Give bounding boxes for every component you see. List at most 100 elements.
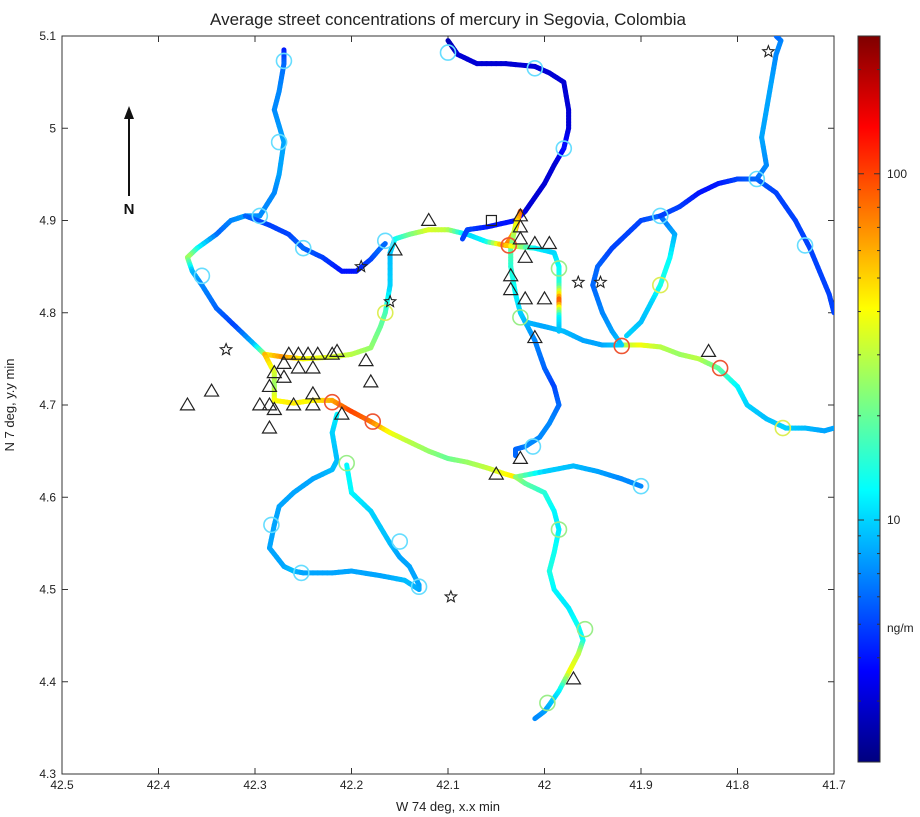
x-tick-label: 41.9 <box>629 778 653 792</box>
star-marker <box>443 589 459 603</box>
y-tick-label: 4.4 <box>39 675 56 689</box>
track-segment <box>459 234 466 242</box>
triangle-marker <box>300 346 317 360</box>
triangle-marker <box>565 670 582 685</box>
street-tracks <box>184 36 834 722</box>
star-marker <box>571 274 586 289</box>
x-tick-label: 42.4 <box>147 778 171 792</box>
triangle-marker <box>502 267 519 282</box>
triangle-markers <box>179 207 717 685</box>
track-segment <box>830 307 834 316</box>
y-tick-label: 4.3 <box>39 767 56 781</box>
triangle-marker <box>517 249 534 263</box>
colorbar-tick-label: 10 <box>887 513 901 527</box>
track-15 <box>657 36 784 219</box>
triangle-marker <box>488 466 505 480</box>
star-marker <box>218 342 234 356</box>
triangle-marker <box>179 396 196 411</box>
circle-marker <box>555 140 573 157</box>
triangle-marker <box>251 396 268 411</box>
colorbar-tick-label: 100 <box>887 167 907 181</box>
y-tick-label: 5 <box>49 121 56 135</box>
triangle-marker <box>266 364 283 379</box>
circle-markers <box>193 44 814 712</box>
north-arrow-label: N <box>124 201 135 218</box>
triangle-marker <box>526 329 543 344</box>
circle-marker <box>512 309 529 326</box>
circle-marker <box>774 419 792 437</box>
colorbar <box>857 35 881 763</box>
triangle-marker <box>502 281 519 296</box>
star-marker <box>593 274 608 289</box>
triangle-marker <box>386 241 403 256</box>
x-axis-label: W 74 deg, x.x min <box>396 799 500 814</box>
x-tick-label: 42.3 <box>243 778 267 792</box>
track-segment <box>773 36 780 40</box>
triangle-marker <box>328 343 346 357</box>
star-marker <box>382 294 398 308</box>
x-tick-label: 42 <box>538 778 552 792</box>
circle-marker <box>796 237 814 254</box>
triangle-marker <box>420 212 437 226</box>
triangle-marker <box>517 290 534 305</box>
circle-marker <box>376 304 394 322</box>
y-tick-label: 4.5 <box>39 583 56 597</box>
circle-marker <box>539 694 556 712</box>
track-segment <box>624 331 632 339</box>
circle-marker <box>293 564 310 582</box>
triangle-marker <box>304 396 321 411</box>
square-marker <box>485 214 498 227</box>
circle-marker <box>550 260 568 277</box>
y-tick-label: 4.7 <box>39 398 56 412</box>
circle-marker <box>613 337 631 355</box>
circle-marker <box>193 267 211 285</box>
triangle-marker <box>526 235 543 250</box>
circle-marker <box>294 239 312 257</box>
triangle-marker <box>285 396 302 411</box>
circle-marker <box>391 533 409 550</box>
circle-marker <box>323 393 341 411</box>
circle-marker <box>632 477 650 495</box>
x-tick-label: 42.2 <box>340 778 364 792</box>
triangle-marker <box>309 346 326 360</box>
triangle-marker <box>333 406 350 420</box>
circle-marker <box>263 516 280 534</box>
y-tick-label: 4.6 <box>39 490 56 504</box>
triangle-marker <box>275 355 292 369</box>
track-6 <box>300 462 422 592</box>
circle-marker <box>364 413 382 430</box>
track-8 <box>513 463 644 489</box>
x-axis-ticks: 42.5 42.4 42.3 42.2 42.1 42 41.9 41.8 41.7 <box>50 36 846 792</box>
triangle-marker <box>700 343 717 357</box>
triangle-marker <box>541 235 558 250</box>
circle-marker <box>576 620 594 638</box>
north-arrow-icon <box>124 106 134 119</box>
triangle-marker <box>536 290 553 305</box>
triangle-marker <box>261 419 278 434</box>
triangle-marker <box>203 382 220 397</box>
y-tick-label: 5.1 <box>39 29 56 43</box>
chart-title: Average street concentrations of mercury… <box>210 10 686 29</box>
track-segment <box>381 241 388 247</box>
triangle-marker <box>275 369 292 383</box>
triangle-marker <box>266 401 283 416</box>
y-axis-label: N 7 deg, y.y min <box>2 359 17 452</box>
circle-marker <box>270 133 288 151</box>
circle-marker <box>526 59 544 77</box>
circle-marker <box>410 578 428 596</box>
circle-marker <box>439 44 457 61</box>
track-1 <box>184 47 287 357</box>
y-tick-label: 4.8 <box>39 306 56 320</box>
triangle-marker <box>512 450 529 465</box>
triangle-marker <box>304 359 321 374</box>
track-14 <box>590 213 678 348</box>
colorbar-unit-label: ng/m <box>887 621 914 635</box>
circle-marker <box>711 359 729 377</box>
circle-marker <box>748 170 766 188</box>
x-tick-label: 41.7 <box>822 778 846 792</box>
track-16 <box>754 176 834 316</box>
square-markers <box>485 214 498 227</box>
track-segment <box>635 482 644 489</box>
triangle-marker <box>261 378 278 393</box>
